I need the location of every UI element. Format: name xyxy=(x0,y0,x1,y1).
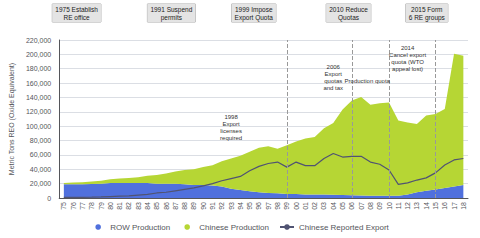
svg-text:84: 84 xyxy=(144,202,151,210)
svg-text:81: 81 xyxy=(116,202,123,210)
svg-text:Production quota: Production quota xyxy=(345,78,391,84)
svg-text:00: 00 xyxy=(293,202,300,210)
svg-text:82: 82 xyxy=(125,202,132,210)
svg-text:80: 80 xyxy=(107,202,114,210)
svg-text:14: 14 xyxy=(423,202,430,210)
svg-text:07: 07 xyxy=(358,202,365,210)
svg-text:94: 94 xyxy=(237,202,244,210)
svg-text:100,000: 100,000 xyxy=(26,123,51,130)
svg-text:98: 98 xyxy=(274,202,281,210)
svg-text:quota (WTO: quota (WTO xyxy=(391,59,424,65)
svg-text:6 RE groups: 6 RE groups xyxy=(409,14,446,22)
svg-text:87: 87 xyxy=(172,202,179,210)
svg-text:09: 09 xyxy=(376,202,383,210)
svg-text:03: 03 xyxy=(320,202,327,210)
svg-text:10: 10 xyxy=(386,202,393,210)
svg-text:04: 04 xyxy=(330,202,337,210)
svg-text:95: 95 xyxy=(246,202,253,210)
svg-text:quotas: quotas xyxy=(324,78,342,84)
svg-text:06: 06 xyxy=(348,202,355,210)
svg-text:01: 01 xyxy=(302,202,309,210)
svg-text:79: 79 xyxy=(98,202,105,210)
svg-text:120,000: 120,000 xyxy=(26,108,51,115)
svg-text:76: 76 xyxy=(70,202,77,210)
svg-text:Export Quota: Export Quota xyxy=(235,14,274,22)
svg-text:96: 96 xyxy=(255,202,262,210)
svg-text:13: 13 xyxy=(413,202,420,210)
svg-text:80,000: 80,000 xyxy=(30,137,52,144)
svg-text:77: 77 xyxy=(79,202,86,210)
svg-text:Chinese Production: Chinese Production xyxy=(199,223,269,232)
svg-text:75: 75 xyxy=(60,202,67,210)
svg-text:required: required xyxy=(220,135,242,141)
svg-text:1999 Impose: 1999 Impose xyxy=(235,6,273,14)
svg-text:20,000: 20,000 xyxy=(30,180,52,187)
svg-text:15: 15 xyxy=(432,202,439,210)
svg-text:92: 92 xyxy=(218,202,225,210)
svg-text:1975 Establish: 1975 Establish xyxy=(55,6,98,13)
svg-text:2006: 2006 xyxy=(327,64,341,70)
svg-text:Export: Export xyxy=(222,121,240,127)
svg-text:93: 93 xyxy=(228,202,235,210)
svg-text:88: 88 xyxy=(181,202,188,210)
svg-text:16: 16 xyxy=(441,202,448,210)
svg-text:and tax: and tax xyxy=(323,85,343,91)
svg-text:220,000: 220,000 xyxy=(26,37,51,44)
svg-text:05: 05 xyxy=(339,202,346,210)
svg-text:2015 Form: 2015 Form xyxy=(411,6,442,13)
svg-text:1998: 1998 xyxy=(224,114,238,120)
svg-text:12: 12 xyxy=(404,202,411,210)
svg-text:85: 85 xyxy=(153,202,160,210)
svg-text:permits: permits xyxy=(161,14,183,22)
svg-text:ROW Production: ROW Production xyxy=(110,223,170,232)
svg-text:40,000: 40,000 xyxy=(30,166,52,173)
svg-text:17: 17 xyxy=(451,202,458,210)
svg-text:02: 02 xyxy=(311,202,318,210)
svg-text:Cancel export: Cancel export xyxy=(389,52,426,58)
svg-text:Metric Tons REO (Oxide Equival: Metric Tons REO (Oxide Equivalent) xyxy=(8,63,16,175)
svg-text:1991 Suspend: 1991 Suspend xyxy=(150,6,192,14)
svg-text:Export: Export xyxy=(325,71,343,77)
svg-text:78: 78 xyxy=(88,202,95,210)
svg-text:RE office: RE office xyxy=(63,14,90,21)
svg-text:140,000: 140,000 xyxy=(26,94,51,101)
svg-text:97: 97 xyxy=(265,202,272,210)
svg-text:99: 99 xyxy=(283,202,290,210)
svg-text:200,000: 200,000 xyxy=(26,51,51,58)
svg-text:Chinese Reported Export: Chinese Reported Export xyxy=(299,223,390,232)
svg-text:2010 Reduce: 2010 Reduce xyxy=(329,6,368,13)
svg-text:160,000: 160,000 xyxy=(26,80,51,87)
svg-text:86: 86 xyxy=(163,202,170,210)
svg-text:60,000: 60,000 xyxy=(30,151,52,158)
svg-text:licenses: licenses xyxy=(220,128,242,134)
svg-text:91: 91 xyxy=(209,202,216,210)
svg-text:90: 90 xyxy=(200,202,207,210)
svg-text:Quotas: Quotas xyxy=(338,14,360,22)
svg-text:2014: 2014 xyxy=(401,45,415,51)
svg-text:08: 08 xyxy=(367,202,374,210)
svg-text:11: 11 xyxy=(395,202,402,209)
svg-text:0: 0 xyxy=(47,195,51,202)
svg-text:89: 89 xyxy=(190,202,197,210)
svg-text:18: 18 xyxy=(460,202,467,210)
svg-text:180,000: 180,000 xyxy=(26,65,51,72)
svg-text:appeal lost): appeal lost) xyxy=(392,66,423,72)
svg-text:83: 83 xyxy=(135,202,142,210)
